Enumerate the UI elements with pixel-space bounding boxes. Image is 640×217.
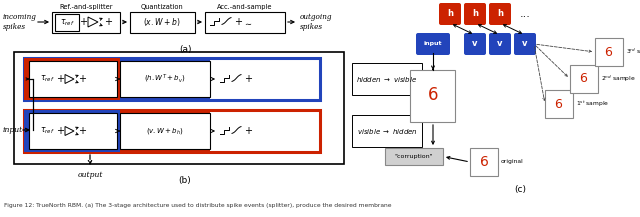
Text: Quantization: Quantization xyxy=(141,4,184,10)
FancyBboxPatch shape xyxy=(14,52,344,164)
Text: $\mathit{6}$: $\mathit{6}$ xyxy=(579,72,589,85)
FancyBboxPatch shape xyxy=(352,63,422,95)
FancyBboxPatch shape xyxy=(205,12,285,33)
Text: ...: ... xyxy=(520,9,531,19)
Text: Ref.-and-splitter: Ref.-and-splitter xyxy=(60,4,113,10)
Text: $\tau_{ref}$: $\tau_{ref}$ xyxy=(60,17,74,28)
Text: 3$^{rd}$ sample: 3$^{rd}$ sample xyxy=(626,47,640,57)
Text: +: + xyxy=(244,74,252,84)
FancyBboxPatch shape xyxy=(120,58,210,100)
Text: +: + xyxy=(78,126,86,136)
FancyBboxPatch shape xyxy=(24,110,120,152)
FancyBboxPatch shape xyxy=(130,12,195,33)
Text: v: v xyxy=(497,39,503,49)
FancyBboxPatch shape xyxy=(120,61,210,97)
Text: $\mathit{6}$: $\mathit{6}$ xyxy=(427,87,438,105)
Text: +: + xyxy=(56,126,64,136)
Text: input: input xyxy=(3,126,23,134)
Text: "corruption": "corruption" xyxy=(395,154,433,159)
Text: $(x.W + b)$: $(x.W + b)$ xyxy=(143,16,180,28)
Text: +: + xyxy=(79,17,87,27)
FancyBboxPatch shape xyxy=(514,33,536,55)
FancyBboxPatch shape xyxy=(464,33,486,55)
Text: +: + xyxy=(234,17,242,27)
FancyBboxPatch shape xyxy=(489,3,511,25)
Text: original: original xyxy=(501,159,524,164)
FancyBboxPatch shape xyxy=(570,65,598,93)
Text: $\mathit{6}$: $\mathit{6}$ xyxy=(604,46,614,59)
FancyBboxPatch shape xyxy=(439,3,461,25)
FancyBboxPatch shape xyxy=(470,148,498,176)
FancyBboxPatch shape xyxy=(410,70,455,122)
FancyBboxPatch shape xyxy=(24,58,320,100)
Text: incoming
spikes: incoming spikes xyxy=(3,13,37,31)
Text: hidden $\rightarrow$ visible: hidden $\rightarrow$ visible xyxy=(356,74,417,84)
FancyBboxPatch shape xyxy=(29,113,117,149)
Text: $\tau_{ref}$: $\tau_{ref}$ xyxy=(40,74,54,84)
Text: input: input xyxy=(424,41,442,46)
Text: outgoing
spikes: outgoing spikes xyxy=(300,13,333,31)
Text: output: output xyxy=(77,171,103,179)
Text: v: v xyxy=(522,39,528,49)
FancyBboxPatch shape xyxy=(55,14,79,31)
Text: +: + xyxy=(56,74,64,84)
FancyBboxPatch shape xyxy=(416,33,450,55)
FancyBboxPatch shape xyxy=(24,58,120,100)
FancyBboxPatch shape xyxy=(595,38,623,66)
Text: $(v.W + b_h)$: $(v.W + b_h)$ xyxy=(146,126,184,136)
FancyBboxPatch shape xyxy=(545,90,573,118)
Text: Figure 12: TrueNorth RBM. (a) The 3-stage architecture used to distribute spike : Figure 12: TrueNorth RBM. (a) The 3-stag… xyxy=(4,202,392,207)
Text: 1$^{st}$ sample: 1$^{st}$ sample xyxy=(576,99,609,109)
FancyBboxPatch shape xyxy=(385,148,443,165)
FancyBboxPatch shape xyxy=(120,113,210,149)
Text: $\tau_{ref}$: $\tau_{ref}$ xyxy=(40,126,54,136)
Text: Acc.-and-sample: Acc.-and-sample xyxy=(217,4,273,10)
Text: $(h.W^T + b_v)$: $(h.W^T + b_v)$ xyxy=(144,73,186,85)
FancyBboxPatch shape xyxy=(24,110,320,152)
Text: (b): (b) xyxy=(179,176,191,185)
Text: 2$^{nd}$ sample: 2$^{nd}$ sample xyxy=(601,74,636,84)
FancyBboxPatch shape xyxy=(120,110,210,152)
Text: h: h xyxy=(472,10,478,18)
Text: visible $\rightarrow$ hidden: visible $\rightarrow$ hidden xyxy=(356,127,417,135)
Text: +: + xyxy=(104,17,112,27)
FancyBboxPatch shape xyxy=(29,61,117,97)
FancyBboxPatch shape xyxy=(489,33,511,55)
Text: (a): (a) xyxy=(179,45,191,54)
Text: +: + xyxy=(244,126,252,136)
Text: $\sim$: $\sim$ xyxy=(243,18,253,28)
Text: h: h xyxy=(497,10,503,18)
Text: +: + xyxy=(78,74,86,84)
Text: h: h xyxy=(447,10,453,18)
Text: $\mathit{6}$: $\mathit{6}$ xyxy=(554,97,564,110)
FancyBboxPatch shape xyxy=(52,12,120,33)
Text: $\mathit{6}$: $\mathit{6}$ xyxy=(479,155,489,169)
FancyBboxPatch shape xyxy=(464,3,486,25)
FancyBboxPatch shape xyxy=(352,115,422,147)
Text: (c): (c) xyxy=(514,185,526,194)
Text: v: v xyxy=(472,39,477,49)
